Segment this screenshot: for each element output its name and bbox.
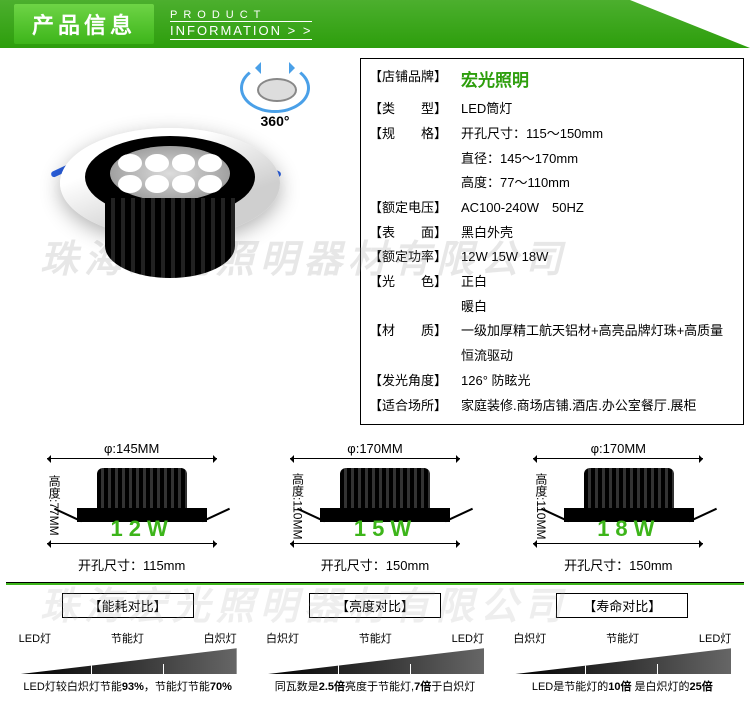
comparison-block: 【亮度对比】 白炽灯节能灯LED灯 同瓦数是2.5倍亮度于节能灯,7倍于白炽灯	[260, 593, 490, 695]
height-label: 高度:110MM	[533, 473, 550, 539]
header-title-en: PRODUCT INFORMATION > >	[170, 9, 312, 40]
wattage-label: 18W	[554, 516, 704, 542]
triangle-chart	[19, 648, 237, 674]
comparison-block: 【能耗对比】 LED灯节能灯白炽灯 LED灯较白炽灯节能93%，节能灯节能70%	[13, 593, 243, 695]
comparison-block: 【寿命对比】 白炽灯节能灯LED灯 LED是节能灯的10倍 是白炽灯的25倍	[507, 593, 737, 695]
height-label: 高度:110MM	[289, 473, 306, 539]
mini-illustration: 12W	[67, 468, 217, 543]
mini-illustration: 15W	[310, 468, 460, 543]
triangle-chart	[513, 648, 731, 674]
hole-label: 开孔尺寸：150mm	[503, 555, 733, 574]
comp-title: 【寿命对比】	[556, 593, 688, 618]
dimension-block: φ:170MM 高度:110MM 18W 开孔尺寸：150mm	[503, 441, 733, 574]
dimension-block: φ:145MM 高度:77MM 12W 开孔尺寸：115mm	[17, 441, 247, 574]
comp-description: LED是节能灯的10倍 是白炽灯的25倍	[507, 680, 737, 695]
comp-title: 【亮度对比】	[309, 593, 441, 618]
comparison-row: 珠海宏光照明器材有限公司 【能耗对比】 LED灯节能灯白炽灯 LED灯较白炽灯节…	[0, 585, 750, 709]
mini-illustration: 18W	[554, 468, 704, 543]
wattage-label: 12W	[67, 516, 217, 542]
hole-label: 开孔尺寸：115mm	[17, 555, 247, 574]
triangle-chart	[266, 648, 484, 674]
comp-description: 同瓦数是2.5倍亮度于节能灯,7倍于白炽灯	[260, 680, 490, 695]
downlight-illustration	[50, 78, 310, 278]
phi-label: φ:170MM	[260, 441, 490, 456]
hole-label: 开孔尺寸：150mm	[260, 555, 490, 574]
brand-name: 宏光照明	[461, 65, 735, 97]
header-decoration	[630, 0, 750, 48]
header-bar: 产品信息 PRODUCT INFORMATION > >	[0, 0, 750, 48]
phi-label: φ:170MM	[503, 441, 733, 456]
height-label: 高度:77MM	[46, 475, 63, 536]
dimension-block: φ:170MM 高度:110MM 15W 开孔尺寸：150mm	[260, 441, 490, 574]
top-section: 珠海宏光照明器材有限公司 360° 店铺品牌宏光照明 类 型LED筒灯 规 格开…	[0, 48, 750, 433]
phi-label: φ:145MM	[17, 441, 247, 456]
comp-description: LED灯较白炽灯节能93%，节能灯节能70%	[13, 680, 243, 695]
comp-title: 【能耗对比】	[62, 593, 194, 618]
wattage-label: 15W	[310, 516, 460, 542]
product-image: 360°	[0, 58, 360, 298]
header-title-cn: 产品信息	[14, 4, 154, 44]
spec-table: 店铺品牌宏光照明 类 型LED筒灯 规 格开孔尺寸：115～150mm 直径：1…	[360, 58, 744, 425]
dimensions-row: φ:145MM 高度:77MM 12W 开孔尺寸：115mm φ:170MM 高…	[6, 433, 744, 583]
